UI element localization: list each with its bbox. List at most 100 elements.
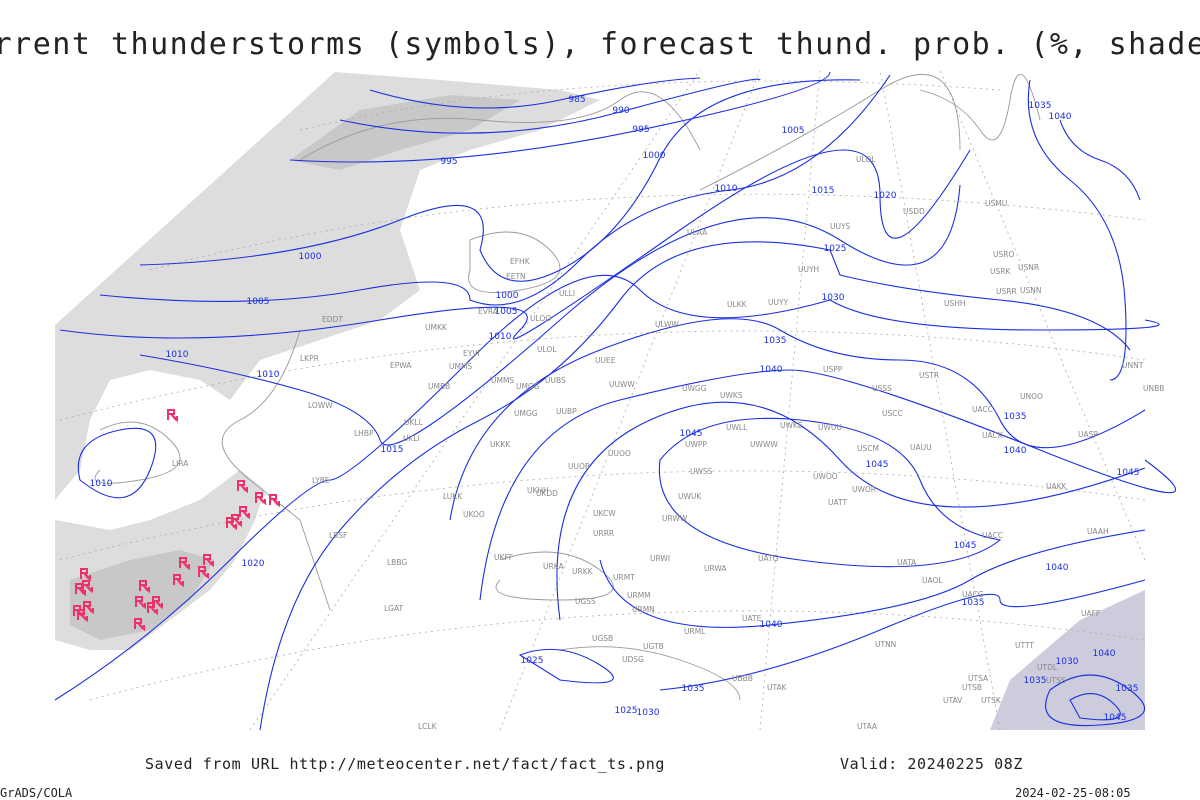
station-code: UKLL bbox=[404, 418, 424, 427]
isobar-label: 1000 bbox=[299, 252, 322, 262]
station-code: ULOO bbox=[530, 314, 551, 323]
isobar-label: 1010 bbox=[257, 370, 280, 380]
thunderstorm-symbol bbox=[135, 596, 146, 610]
station-code: LCLK bbox=[418, 722, 438, 731]
station-code: UMGG bbox=[516, 382, 540, 391]
graticule bbox=[59, 69, 1146, 731]
isobar-label: 995 bbox=[440, 157, 457, 167]
station-code: USRO bbox=[993, 250, 1014, 259]
station-code: UMBB bbox=[428, 382, 450, 391]
thunderstorm-symbol bbox=[77, 609, 88, 623]
station-code: EFHK bbox=[510, 257, 531, 266]
isobar-label: 985 bbox=[568, 95, 585, 105]
station-code: UASP bbox=[1078, 430, 1098, 439]
station-code: USRR bbox=[996, 287, 1017, 296]
station-code: LIRA bbox=[172, 459, 189, 468]
station-code: UWOO bbox=[813, 472, 838, 481]
station-code: USSS bbox=[872, 384, 892, 393]
station-code: UKKK bbox=[490, 440, 511, 449]
isobar-label: 1045 bbox=[680, 429, 703, 439]
station-code: ULOL bbox=[537, 345, 557, 354]
station-code: UATG bbox=[758, 554, 779, 563]
station-code: URWA bbox=[704, 564, 727, 573]
thunderstorm-symbol bbox=[83, 601, 94, 615]
isobar-label: 1045 bbox=[1117, 468, 1140, 478]
station-code: LBBG bbox=[387, 558, 407, 567]
isobar-label: 1035 bbox=[1024, 676, 1047, 686]
thunderstorm-symbol bbox=[173, 574, 184, 588]
station-code: UATA bbox=[897, 558, 917, 567]
isobar-label: 1005 bbox=[782, 126, 805, 136]
station-code: UBBB bbox=[732, 674, 753, 683]
station-code: USNN bbox=[1020, 286, 1041, 295]
station-code: UTSS bbox=[1046, 676, 1066, 685]
isobar-label: 1040 bbox=[1004, 446, 1027, 456]
station-code: URMT bbox=[613, 573, 635, 582]
station-code: LKPR bbox=[300, 354, 319, 363]
station-code: UTDL bbox=[1037, 663, 1058, 672]
thunderstorm-symbol bbox=[269, 494, 280, 508]
thunderstorm-symbol bbox=[179, 557, 190, 571]
thunderstorm-symbol bbox=[134, 618, 145, 632]
station-code: UUBP bbox=[556, 407, 577, 416]
isobar-label: 1030 bbox=[637, 708, 660, 718]
station-code: LYBE bbox=[312, 476, 330, 485]
isobar-label: 1010 bbox=[166, 350, 189, 360]
station-code: LOWW bbox=[308, 401, 333, 410]
isobar-label: 1035 bbox=[962, 598, 985, 608]
thunderstorm-symbol bbox=[167, 409, 178, 423]
station-code: EYVI bbox=[463, 349, 480, 358]
station-code: EDDT bbox=[322, 315, 343, 324]
isobar-label: 1025 bbox=[615, 706, 638, 716]
station-code: UTNN bbox=[875, 640, 896, 649]
station-code: UTAA bbox=[857, 722, 878, 731]
station-code: UAKK bbox=[1046, 482, 1068, 491]
station-code: UWSS bbox=[690, 467, 713, 476]
isobar-label: 1035 bbox=[682, 684, 705, 694]
station-code: UUEE bbox=[595, 356, 616, 365]
station-code: UWWW bbox=[750, 440, 778, 449]
station-code: UTAK bbox=[767, 683, 788, 692]
station-code: UACG bbox=[962, 590, 984, 599]
station-code: URRR bbox=[593, 529, 614, 538]
station-code: UATE bbox=[742, 614, 762, 623]
footer-valid: Valid: 20240225 08Z bbox=[840, 755, 1023, 773]
station-code: ULWW bbox=[655, 320, 679, 329]
station-code: LHBP bbox=[354, 429, 374, 438]
isobar-label: 1035 bbox=[1116, 684, 1139, 694]
station-code: EPWA bbox=[390, 361, 412, 370]
isobar-label: 1005 bbox=[247, 297, 270, 307]
isobars bbox=[54, 71, 1176, 731]
isobar-label: 1010 bbox=[90, 479, 113, 489]
station-code: UWLL bbox=[726, 423, 748, 432]
station-code: UAOL bbox=[922, 576, 943, 585]
station-code: UTSA bbox=[968, 674, 989, 683]
station-code: UNBB bbox=[1143, 384, 1164, 393]
isobar-label: 990 bbox=[612, 106, 629, 116]
station-code: UWUU bbox=[818, 423, 842, 432]
station-code: USNR bbox=[1018, 263, 1039, 272]
isobar-label: 1015 bbox=[381, 445, 404, 455]
isobar-label: 1035 bbox=[1004, 412, 1027, 422]
station-code: USCC bbox=[882, 409, 903, 418]
station-code: ULAA bbox=[687, 228, 708, 237]
station-code: UTSB bbox=[962, 683, 982, 692]
thunderstorm-symbol bbox=[239, 506, 250, 520]
station-code: UKHH bbox=[527, 486, 549, 495]
thunderstorm-symbol bbox=[226, 517, 237, 531]
thunderstorm-symbol bbox=[203, 554, 214, 568]
station-code: URKA bbox=[543, 562, 564, 571]
station-code: USRK bbox=[990, 267, 1011, 276]
probability-shading-dark bbox=[70, 95, 520, 640]
station-code: UACC bbox=[972, 405, 993, 414]
isobar-label: 1040 bbox=[760, 365, 783, 375]
probability-shading bbox=[55, 72, 1145, 730]
thunderstorm-symbol bbox=[255, 492, 266, 506]
station-code: UUYS bbox=[830, 222, 851, 231]
station-code: EETN bbox=[506, 272, 526, 281]
station-code: UUOB bbox=[568, 462, 590, 471]
isobar-label: 1020 bbox=[874, 191, 897, 201]
station-code: UNNT bbox=[1122, 361, 1144, 370]
isobar-label: 1040 bbox=[1046, 563, 1069, 573]
